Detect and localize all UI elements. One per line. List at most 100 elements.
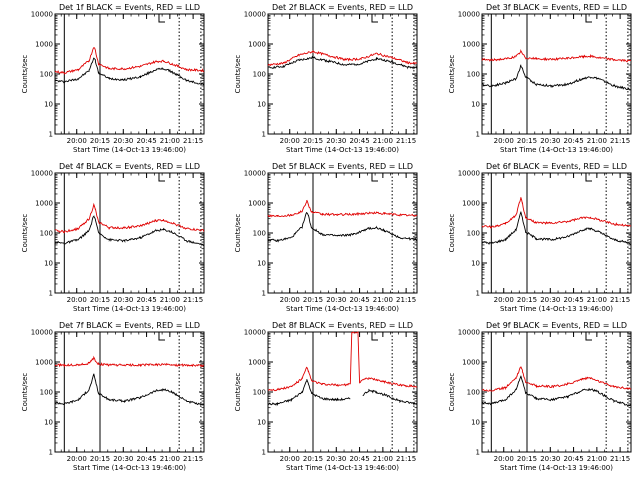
x-tick-label: 20:15 — [90, 137, 110, 145]
x-tick-label: 20:45 — [136, 137, 156, 145]
bracket-marker — [585, 14, 592, 23]
chart-title: Det 7f BLACK = Events, RED = LLD — [59, 321, 200, 330]
events-series-line — [481, 64, 632, 91]
x-tick-label: 20:45 — [349, 455, 369, 463]
y-tick-label: 1000 — [462, 41, 480, 49]
x-tick-label: 21:00 — [160, 296, 180, 304]
y-tick-label: 1000 — [35, 359, 53, 367]
x-tick-label: 21:00 — [373, 455, 393, 463]
y-tick-label: 10000 — [31, 170, 53, 178]
x-tick-label: 21:15 — [183, 455, 203, 463]
bracket-marker — [371, 332, 378, 341]
bracket-marker — [585, 332, 592, 341]
x-tick-label: 20:15 — [303, 137, 323, 145]
y-tick-label: 100 — [467, 230, 480, 238]
y-axis-label: Counts/sec — [234, 214, 242, 253]
y-axis-label: Counts/sec — [448, 55, 456, 94]
x-tick-label: 20:15 — [517, 296, 537, 304]
bracket-marker — [585, 173, 592, 182]
plot-frame — [54, 331, 205, 453]
x-tick-label: 20:45 — [563, 455, 583, 463]
y-tick-label: 10 — [257, 260, 266, 268]
x-tick-label: 20:00 — [280, 455, 300, 463]
y-axis-label: Counts/sec — [21, 214, 29, 253]
x-tick-label: 21:15 — [396, 137, 416, 145]
x-tick-label: 21:15 — [183, 296, 203, 304]
x-axis-label: Start Time (14-Oct-13 19:46:00) — [286, 146, 399, 154]
x-tick-label: 21:00 — [587, 296, 607, 304]
lld-series-line — [481, 197, 632, 230]
lld-series-line — [267, 199, 418, 218]
y-tick-label: 100 — [467, 71, 480, 79]
y-tick-label: 10 — [257, 101, 266, 109]
x-tick-label: 20:30 — [113, 455, 133, 463]
y-tick-label: 10000 — [458, 329, 480, 337]
x-tick-label: 20:00 — [67, 137, 87, 145]
y-tick-label: 1 — [49, 131, 53, 139]
x-tick-label: 21:15 — [183, 137, 203, 145]
y-axis-label: Counts/sec — [448, 373, 456, 412]
x-tick-label: 20:45 — [349, 296, 369, 304]
x-tick-label: 20:00 — [280, 296, 300, 304]
x-tick-label: 21:15 — [610, 296, 630, 304]
y-tick-label: 1 — [262, 290, 266, 298]
lld-series-line — [267, 331, 417, 392]
x-tick-label: 20:00 — [67, 455, 87, 463]
x-tick-label: 20:00 — [494, 296, 514, 304]
y-tick-label: 1000 — [248, 200, 266, 208]
y-axis-label: Counts/sec — [21, 55, 29, 94]
bracket-marker — [371, 14, 378, 23]
x-tick-label: 20:00 — [494, 455, 514, 463]
y-tick-label: 1 — [49, 290, 53, 298]
y-tick-label: 1000 — [248, 41, 266, 49]
chart-title: Det 3f BLACK = Events, RED = LLD — [486, 3, 627, 12]
x-tick-label: 20:00 — [494, 137, 514, 145]
y-tick-label: 100 — [253, 71, 266, 79]
chart-panel-5: Det 5f BLACK = Events, RED = LLD 1 10 100 10… — [234, 162, 418, 313]
y-tick-label: 1 — [262, 449, 266, 457]
chart-title: Det 5f BLACK = Events, RED = LLD — [272, 162, 413, 171]
events-series-line — [54, 373, 205, 406]
x-tick-label: 21:00 — [160, 455, 180, 463]
x-tick-label: 21:00 — [587, 137, 607, 145]
lld-series-line — [54, 202, 205, 234]
x-axis-label: Start Time (14-Oct-13 19:46:00) — [500, 464, 613, 472]
y-tick-label: 100 — [467, 389, 480, 397]
chart-title: Det 8f BLACK = Events, RED = LLD — [272, 321, 413, 330]
y-tick-label: 1000 — [35, 200, 53, 208]
x-tick-label: 20:30 — [113, 296, 133, 304]
plot-frame — [481, 172, 632, 294]
x-tick-label: 20:15 — [303, 296, 323, 304]
x-tick-label: 20:15 — [90, 455, 110, 463]
bracket-marker — [158, 14, 165, 23]
y-tick-label: 100 — [40, 71, 53, 79]
plot-frame — [267, 172, 418, 294]
x-tick-label: 21:00 — [373, 137, 393, 145]
x-tick-label: 21:15 — [610, 455, 630, 463]
chart-panel-8: Det 8f BLACK = Events, RED = LLD 1 10 100 10… — [234, 321, 418, 472]
events-series-line — [267, 379, 418, 407]
bracket-marker — [158, 173, 165, 182]
y-tick-label: 10000 — [31, 329, 53, 337]
chart-panel-2: Det 2f BLACK = Events, RED = LLD 1 10 100 10… — [234, 3, 418, 154]
x-tick-label: 20:15 — [303, 455, 323, 463]
chart-panel-9: Det 9f BLACK = Events, RED = LLD 1 10 100 10… — [448, 321, 632, 472]
lld-series-line — [481, 366, 632, 392]
lld-series-line — [267, 50, 418, 67]
y-axis-label: Counts/sec — [234, 55, 242, 94]
x-tick-label: 20:45 — [349, 137, 369, 145]
x-tick-label: 20:30 — [326, 455, 346, 463]
events-series-line — [267, 211, 418, 243]
chart-panel-6: Det 6f BLACK = Events, RED = LLD 1 10 100 10… — [448, 162, 632, 313]
lld-series-line — [54, 355, 205, 368]
y-tick-label: 10 — [44, 260, 53, 268]
y-tick-label: 1000 — [462, 200, 480, 208]
y-tick-label: 1000 — [248, 359, 266, 367]
chart-panel-4: Det 4f BLACK = Events, RED = LLD 1 10 100 10… — [21, 162, 205, 313]
y-tick-label: 1 — [262, 131, 266, 139]
x-tick-label: 20:30 — [540, 455, 560, 463]
chart-title: Det 9f BLACK = Events, RED = LLD — [486, 321, 627, 330]
y-tick-label: 1000 — [462, 359, 480, 367]
y-tick-label: 10000 — [31, 11, 53, 19]
